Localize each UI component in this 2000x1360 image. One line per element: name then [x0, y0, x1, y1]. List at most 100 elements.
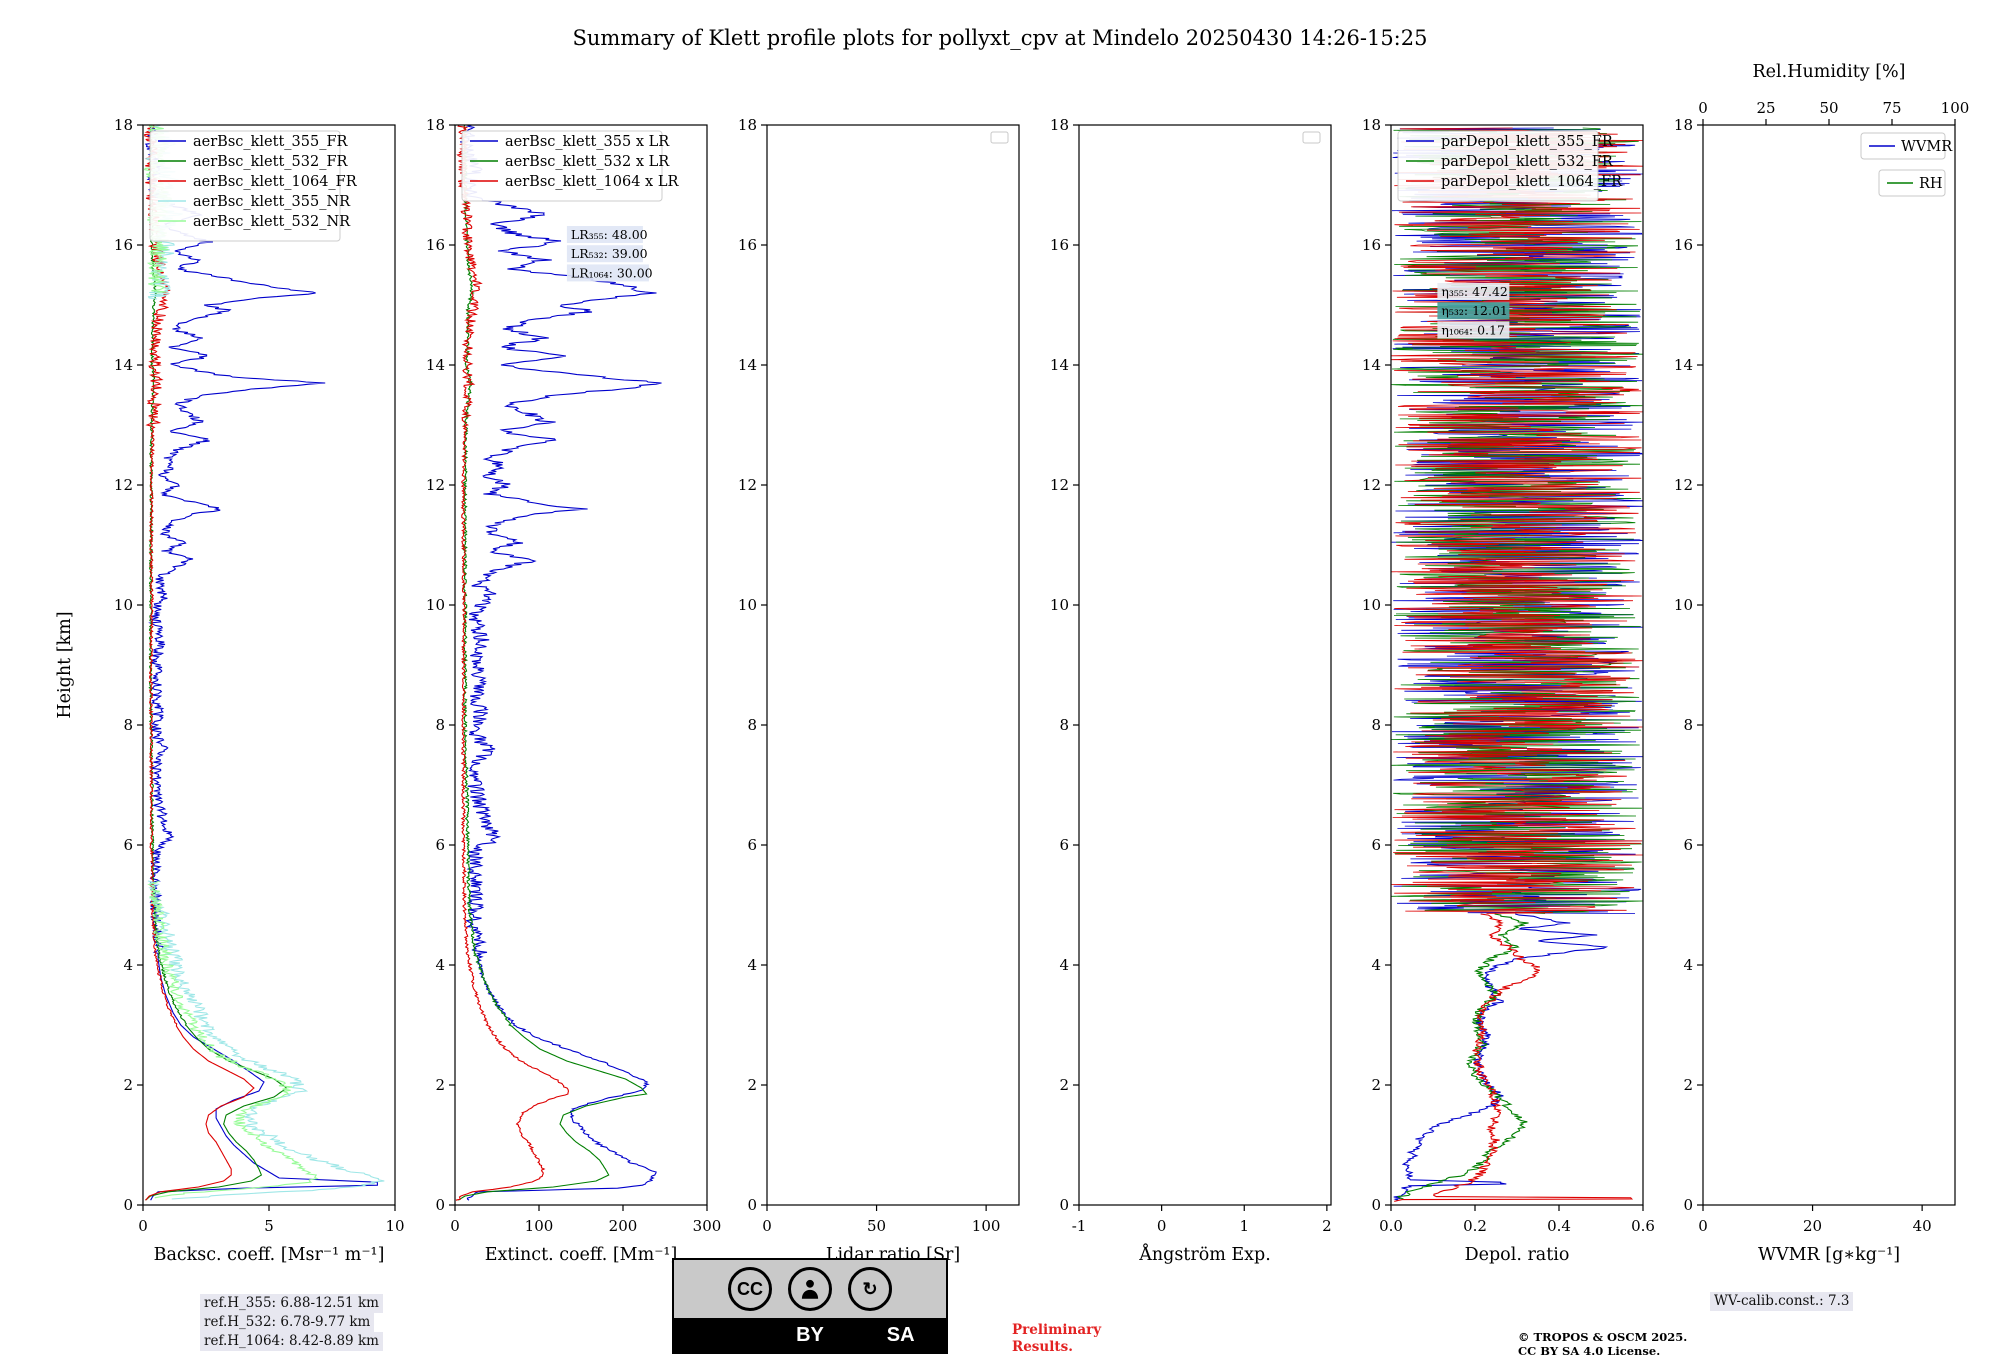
- x-tick-label: 0: [1698, 1217, 1708, 1235]
- annotation-text: η₁₀₆₄: 0.17: [1441, 322, 1505, 337]
- y-tick-label: 0: [123, 1196, 133, 1214]
- series-aerBsc_klett_532_NR-seg1: [147, 880, 319, 1199]
- x-tick-label: 0: [762, 1217, 772, 1235]
- series-parDepol_klett_355_FR: [1393, 913, 1609, 1201]
- x-tick-label: 40: [1913, 1217, 1932, 1235]
- x-axis-label: Depol. ratio: [1465, 1245, 1570, 1265]
- y-tick-label: 2: [1683, 1076, 1693, 1094]
- legend-box: [1860, 132, 1946, 160]
- y-tick-label: 18: [1362, 116, 1381, 134]
- y-tick-label: 8: [435, 716, 445, 734]
- y-tick-label: 0: [1371, 1196, 1381, 1214]
- y-tick-label: 10: [114, 596, 133, 614]
- legend-box: [149, 130, 341, 242]
- x-tick-label: 0: [138, 1217, 148, 1235]
- annotation-bg: [1437, 283, 1510, 300]
- legend-label: aerBsc_klett_355 x LR: [505, 134, 670, 150]
- annotation-text: η₃₅₅: 47.42: [1441, 284, 1508, 299]
- x-tick-label: 5: [264, 1217, 274, 1235]
- legend-label: aerBsc_klett_1064 x LR: [505, 174, 679, 190]
- copyright-line-2: CC BY SA 4.0 License.: [1518, 1344, 1661, 1358]
- ref-h-532-label: ref.H_532: 6.78-9.77 km: [200, 1313, 375, 1332]
- top-tick-label: 75: [1882, 99, 1901, 117]
- legend-label: aerBsc_klett_532_FR: [193, 154, 349, 170]
- annotation-bg: [1437, 302, 1510, 320]
- subplot-extinction: 0 2 4 6 8 10 12 14 16 18 0 100 200 300 Extinct. coeff.…: [426, 116, 721, 1265]
- y-tick-label: 4: [1371, 956, 1381, 974]
- series-aerBsc_klett_355_FR: [144, 125, 378, 1201]
- annotation-text: LR₁₀₆₄: 30.00: [571, 265, 653, 280]
- legend-label: RH: [1919, 176, 1943, 192]
- y-axis-label: Height [km]: [55, 611, 75, 718]
- annotation-bg: [566, 264, 649, 282]
- y-tick-label: 0: [435, 1196, 445, 1214]
- axes-frame: [1702, 124, 1956, 1206]
- x-axis-label: Extinct. coeff. [Mm⁻¹]: [485, 1245, 678, 1265]
- annotation-text: LR₅₃₂: 39.00: [571, 246, 648, 261]
- y-tick-label: 6: [747, 836, 757, 854]
- legend-label: aerBsc_klett_532 x LR: [505, 154, 670, 170]
- y-tick-label: 4: [747, 956, 757, 974]
- x-axis-label: Backsc. coeff. [Msr⁻¹ m⁻¹]: [154, 1245, 385, 1265]
- x-tick-label: -1: [1072, 1217, 1087, 1235]
- series-parDepol_klett_1064_FR-noise-band: [1391, 127, 1643, 914]
- y-tick-label: 8: [1371, 716, 1381, 734]
- y-tick-label: 4: [435, 956, 445, 974]
- cc-by-person-icon: [788, 1267, 832, 1311]
- ref-height-note: ref.H_355: 6.88-12.51 km ref.H_532: 6.78…: [200, 1294, 383, 1351]
- empty-legend-box: [990, 131, 1009, 144]
- top-tick-label: 25: [1756, 99, 1775, 117]
- cc-strip: BY SA: [674, 1318, 946, 1352]
- y-tick-label: 0: [1059, 1196, 1069, 1214]
- y-tick-label: 6: [1371, 836, 1381, 854]
- y-tick-label: 6: [435, 836, 445, 854]
- ref-h-1064-label: ref.H_1064: 8.42-8.89 km: [200, 1332, 383, 1351]
- preliminary-results-note: Preliminary Results.: [1012, 1322, 1101, 1356]
- series-aerBsc_klett_1064_FR: [144, 125, 255, 1201]
- top-tick-label: 0: [1698, 99, 1708, 117]
- cc-icons-row: CC ↻: [674, 1260, 946, 1318]
- y-tick-label: 10: [1362, 596, 1381, 614]
- x-tick-label: 0: [450, 1217, 460, 1235]
- series-aerBsc_klett_355xLR: [460, 125, 662, 1201]
- x-tick-label: 0.6: [1631, 1217, 1655, 1235]
- y-tick-label: 14: [426, 356, 445, 374]
- y-tick-label: 18: [738, 116, 757, 134]
- series-parDepol_klett_532_FR-noise-band: [1391, 127, 1643, 914]
- axes-frame: [1078, 124, 1332, 1206]
- y-tick-label: 2: [1059, 1076, 1069, 1094]
- cc-sa-label: SA: [886, 1323, 915, 1346]
- y-tick-label: 18: [114, 116, 133, 134]
- copyright-note: © TROPOS & OSCM 2025. CC BY SA 4.0 Licen…: [1518, 1330, 1687, 1358]
- y-tick-label: 10: [1050, 596, 1069, 614]
- empty-legend-box: [1302, 131, 1321, 144]
- y-tick-label: 14: [1362, 356, 1381, 374]
- legend-box: [1397, 130, 1599, 202]
- y-tick-label: 2: [747, 1076, 757, 1094]
- y-tick-label: 8: [747, 716, 757, 734]
- y-tick-label: 4: [1683, 956, 1693, 974]
- plot-area-backscatter: [143, 125, 385, 1201]
- y-tick-label: 12: [1362, 476, 1381, 494]
- series-parDepol_klett_532_FR: [1396, 913, 1529, 1200]
- cc-icon: CC: [728, 1267, 772, 1311]
- series-aerBsc_klett_355_NR-seg1: [147, 880, 385, 1200]
- x-tick-label: 100: [525, 1217, 554, 1235]
- legend-label: parDepol_klett_532_FR: [1441, 154, 1614, 170]
- y-tick-label: 4: [1059, 956, 1069, 974]
- x-tick-label: 0.0: [1379, 1217, 1403, 1235]
- y-tick-label: 14: [738, 356, 757, 374]
- y-tick-label: 18: [1674, 116, 1693, 134]
- legend-label: parDepol_klett_1064_FR: [1441, 174, 1623, 190]
- y-tick-label: 14: [114, 356, 133, 374]
- y-tick-label: 10: [738, 596, 757, 614]
- top-axis-label: Rel.Humidity [%]: [1753, 62, 1906, 82]
- figure-title: Summary of Klett profile plots for polly…: [572, 26, 1428, 50]
- axes-frame: [454, 124, 708, 1206]
- y-tick-label: 2: [123, 1076, 133, 1094]
- cc-by-label: BY: [796, 1323, 824, 1346]
- x-tick-label: 0: [1157, 1217, 1167, 1235]
- axes-frame: [766, 124, 1020, 1206]
